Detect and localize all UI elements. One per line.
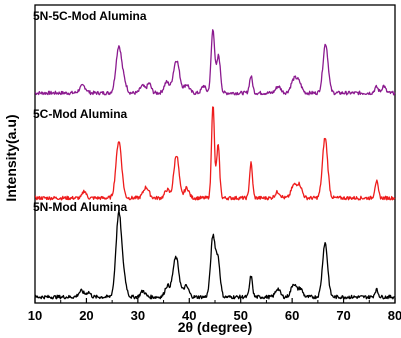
series-label-1: 5N-5C-Mod Alumina	[33, 9, 147, 23]
series-label-2: 5C-Mod Alumina	[33, 107, 128, 121]
y-axis-title: Intensity(a.u)	[3, 114, 19, 201]
x-tick-label-70: 70	[336, 308, 350, 323]
series-line-1	[35, 30, 395, 95]
x-axis-title: 2θ (degree)	[178, 319, 252, 335]
x-tick-label-30: 30	[131, 308, 145, 323]
x-tick-label-20: 20	[79, 308, 93, 323]
x-tick-label-60: 60	[285, 308, 299, 323]
x-tick-label-80: 80	[388, 308, 401, 323]
series-label-3: 5N-Mod Alumina	[33, 200, 128, 214]
series-line-3	[35, 211, 395, 299]
x-tick-label-10: 10	[28, 308, 42, 323]
